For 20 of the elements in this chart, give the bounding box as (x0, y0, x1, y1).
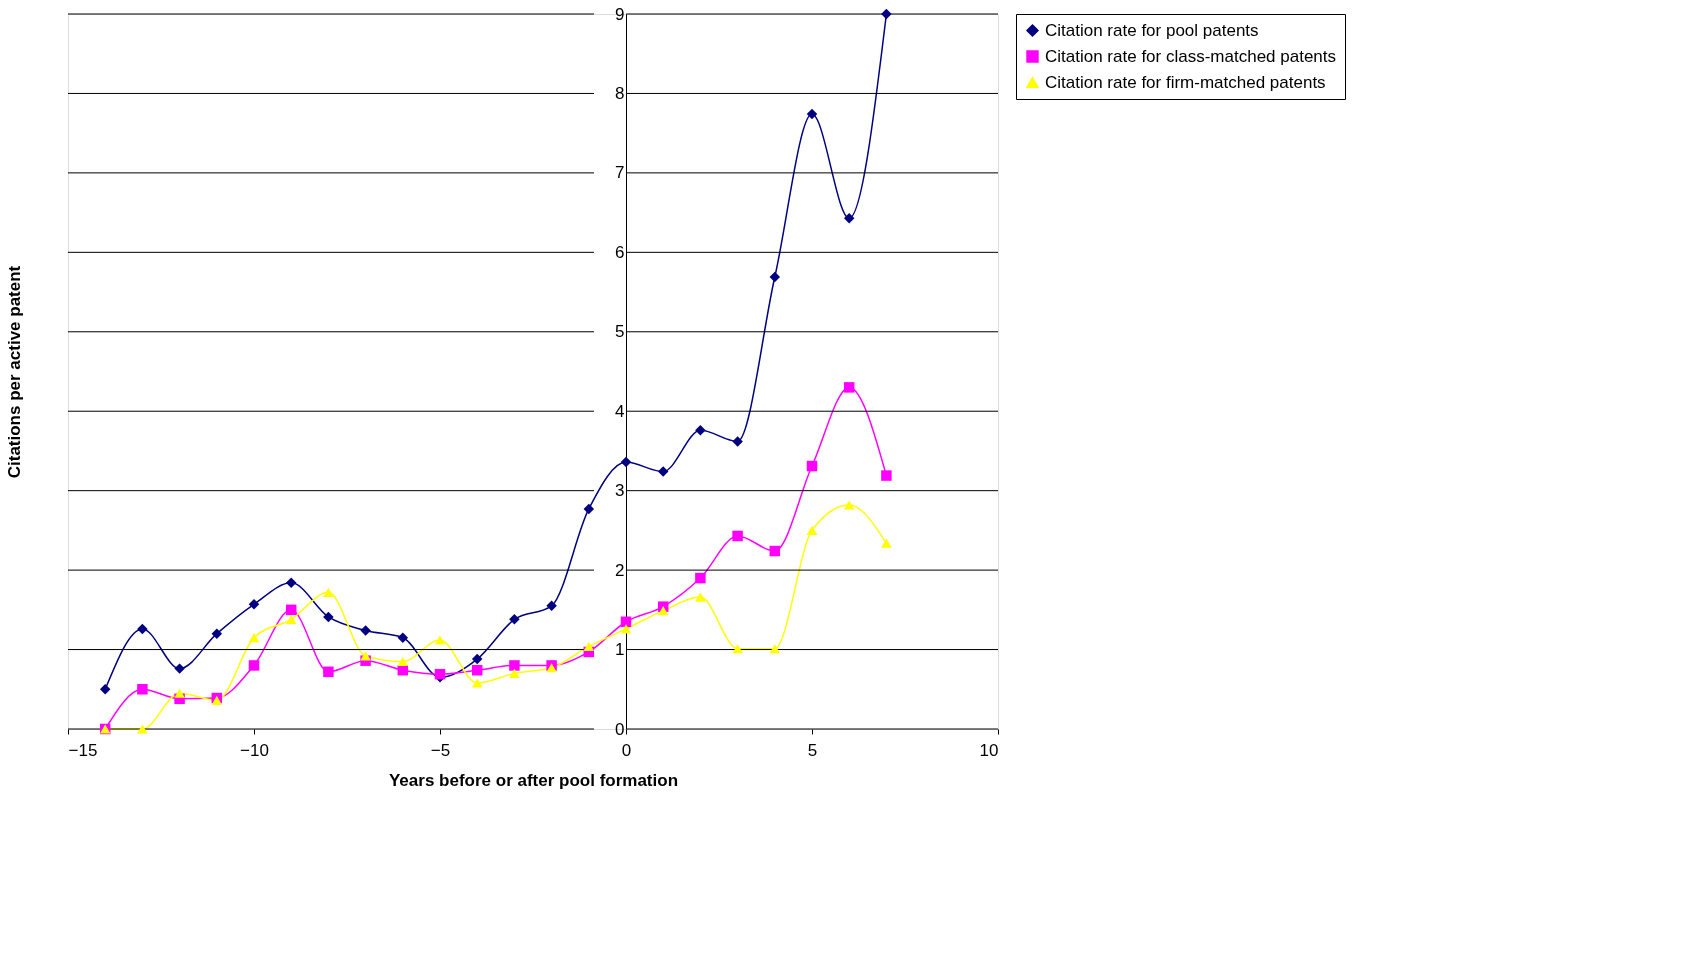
y-tick-label: 2 (615, 560, 625, 580)
legend-label: Citation rate for class-matched patents (1045, 46, 1337, 66)
x-tick-label: −5 (430, 740, 451, 760)
y-tick-label: 7 (615, 163, 625, 183)
x-tick-label: 5 (807, 740, 818, 760)
legend-label: Citation rate for firm-matched patents (1045, 72, 1326, 92)
x-tick-label: −15 (68, 740, 98, 760)
y-tick-label: 3 (615, 481, 625, 501)
x-tick-label: 10 (979, 740, 999, 760)
y-tick-label: 9 (615, 4, 625, 24)
y-tick-label: 5 (615, 322, 625, 342)
y-tick-label: 6 (615, 242, 625, 262)
y-axis-title: Citations per active patent (4, 265, 24, 479)
x-axis-title: Years before or after pool formation (388, 770, 679, 790)
x-tick-label: −10 (240, 740, 269, 760)
legend-label: Citation rate for pool patents (1045, 20, 1259, 40)
y-tick-label: 1 (615, 640, 625, 660)
y-tick-label: 8 (615, 83, 625, 103)
y-tick-label: 4 (615, 401, 625, 421)
y-tick-label: 0 (615, 719, 625, 739)
